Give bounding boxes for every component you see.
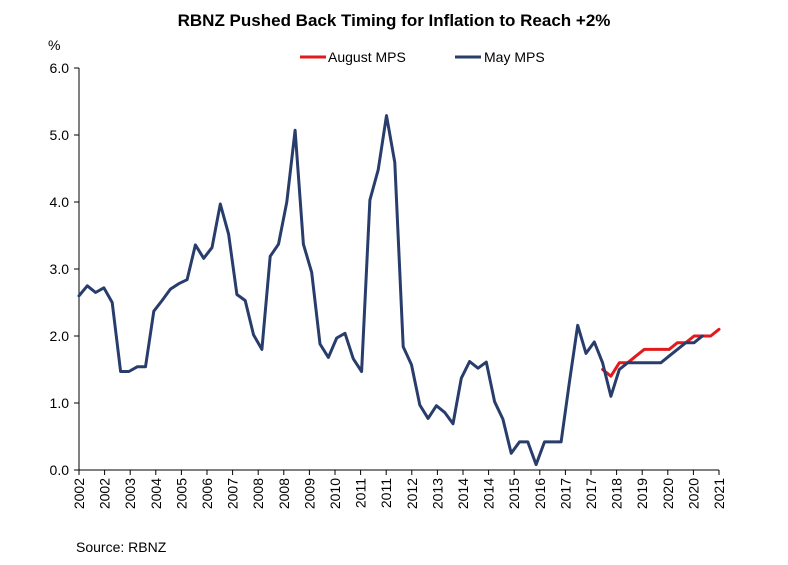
x-tick-label: 2002 xyxy=(71,478,87,509)
y-tick-label: 0.0 xyxy=(50,462,70,478)
y-axis-label: % xyxy=(48,37,60,53)
x-tick-label: 2013 xyxy=(429,478,445,509)
x-tick-label: 2010 xyxy=(327,478,343,509)
series-line-august-mps xyxy=(601,327,721,378)
legend-label-may-mps: May MPS xyxy=(484,49,545,65)
x-tick-label: 2016 xyxy=(532,478,548,509)
x-tick-label: 2018 xyxy=(609,478,625,509)
x-tick-label: 2017 xyxy=(583,478,599,509)
x-tick-label: 2014 xyxy=(481,478,497,509)
x-tick-label: 2008 xyxy=(250,478,266,509)
x-tick-label: 2004 xyxy=(148,478,164,509)
y-tick-label: 2.0 xyxy=(50,328,70,344)
y-tick-labels: 0.0 1.0 2.0 3.0 4.0 5.0 6.0 xyxy=(50,60,70,478)
x-tick-label: 2011 xyxy=(353,478,369,508)
y-tick-label: 6.0 xyxy=(50,60,70,76)
y-tick-label: 5.0 xyxy=(50,127,70,143)
x-tick-label: 2020 xyxy=(660,478,676,509)
x-tick-label: 2005 xyxy=(173,478,189,509)
legend-label-august-mps: August MPS xyxy=(328,49,406,65)
x-tick-label: 2014 xyxy=(455,478,471,509)
x-tick-label: 2015 xyxy=(506,478,522,509)
x-tick-label: 2003 xyxy=(122,478,138,509)
x-tick-label: 2011 xyxy=(378,478,394,508)
x-tick-label: 2007 xyxy=(225,478,241,509)
x-tick-label: 2020 xyxy=(685,478,701,509)
source-note: Source: RBNZ xyxy=(76,539,167,555)
x-tick-labels: 2002 2002 2003 2004 2005 2006 2007 2008 2008 2009… xyxy=(71,478,727,509)
x-tick-label: 2008 xyxy=(276,478,292,509)
series-line-may-mps xyxy=(77,114,704,467)
y-tick-label: 3.0 xyxy=(50,261,70,277)
legend: August MPS May MPS xyxy=(300,49,545,65)
y-tick-label: 1.0 xyxy=(50,395,70,411)
series-lines xyxy=(77,114,721,467)
axes xyxy=(74,67,720,475)
x-tick-label: 2006 xyxy=(199,478,215,509)
x-tick-label: 2021 xyxy=(711,478,727,509)
chart-title: RBNZ Pushed Back Timing for Inflation to… xyxy=(178,11,611,30)
x-tick-label: 2002 xyxy=(97,478,113,509)
x-tick-label: 2019 xyxy=(634,478,650,509)
x-tick-label: 2012 xyxy=(404,478,420,509)
y-tick-label: 4.0 xyxy=(50,194,70,210)
x-tick-label: 2017 xyxy=(557,478,573,509)
x-tick-label: 2009 xyxy=(301,478,317,509)
